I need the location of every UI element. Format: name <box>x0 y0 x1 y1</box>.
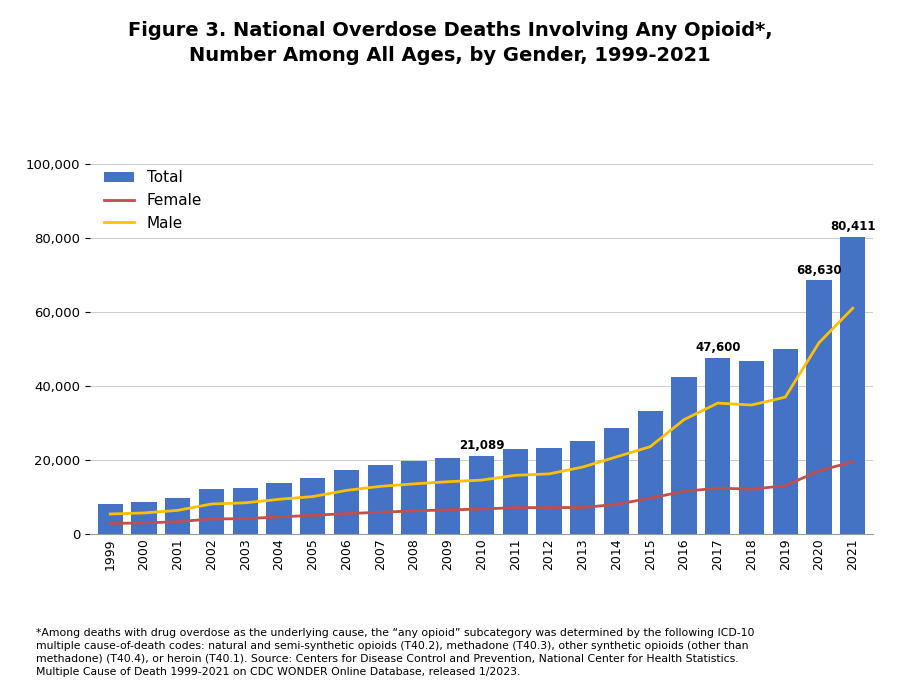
Bar <box>300 478 326 534</box>
Female <box>173 518 184 526</box>
Bar <box>570 441 596 534</box>
Male <box>848 304 859 313</box>
Male <box>274 495 284 503</box>
Bar <box>97 504 123 534</box>
Male <box>814 339 824 347</box>
Female <box>679 487 689 495</box>
Text: 68,630: 68,630 <box>796 264 842 277</box>
Text: Figure 3. National Overdose Deaths Involving Any Opioid*,
Number Among All Ages,: Figure 3. National Overdose Deaths Invol… <box>128 21 772 64</box>
Female <box>274 513 284 521</box>
Female <box>341 510 352 518</box>
Female <box>814 466 824 475</box>
Female <box>578 503 589 512</box>
Female <box>206 515 217 523</box>
Bar <box>637 411 663 534</box>
Bar <box>502 449 528 534</box>
Male <box>611 453 622 461</box>
Male <box>307 492 319 501</box>
Female <box>443 505 453 514</box>
Female <box>713 484 724 492</box>
Male <box>779 393 791 402</box>
Female <box>779 482 791 490</box>
Bar <box>840 237 866 534</box>
Female <box>139 519 149 527</box>
Female <box>104 519 115 527</box>
Bar <box>367 465 393 534</box>
Bar <box>671 378 697 534</box>
Bar <box>131 503 157 534</box>
Bar <box>772 350 798 534</box>
Text: 47,600: 47,600 <box>695 341 741 354</box>
Bar <box>334 471 359 534</box>
Bar <box>435 458 461 534</box>
Bar <box>232 488 258 534</box>
Male <box>476 476 487 484</box>
Line: Female: Female <box>110 462 853 523</box>
Male <box>409 479 419 488</box>
Female <box>746 485 757 493</box>
Bar <box>199 490 224 534</box>
Male <box>544 470 554 478</box>
Legend: Total, Female, Male: Total, Female, Male <box>98 164 208 237</box>
Female <box>239 514 250 523</box>
Female <box>374 508 385 516</box>
Bar <box>266 483 292 534</box>
Male <box>341 486 352 495</box>
Bar <box>604 428 629 534</box>
Female <box>848 458 859 466</box>
Male <box>239 499 250 507</box>
Male <box>139 509 149 517</box>
Female <box>544 503 554 512</box>
Bar <box>165 499 191 534</box>
Female <box>509 503 520 512</box>
Male <box>104 510 115 518</box>
Text: 21,089: 21,089 <box>459 439 504 452</box>
Bar <box>469 456 494 534</box>
Male <box>374 482 385 490</box>
Female <box>307 511 319 519</box>
Text: *Among deaths with drug overdose as the underlying cause, the “any opioid” subca: *Among deaths with drug overdose as the … <box>36 627 754 677</box>
Bar <box>806 280 832 534</box>
Male <box>578 463 589 471</box>
Bar <box>536 448 562 534</box>
Female <box>409 507 419 515</box>
Female <box>611 500 622 508</box>
Bar <box>739 360 764 534</box>
Male <box>173 506 184 514</box>
Female <box>644 494 655 502</box>
Male <box>713 399 724 407</box>
Female <box>476 505 487 513</box>
Line: Male: Male <box>110 308 853 514</box>
Bar <box>401 461 427 534</box>
Male <box>443 477 453 486</box>
Male <box>679 416 689 424</box>
Male <box>509 471 520 479</box>
Male <box>206 500 217 508</box>
Bar <box>705 358 731 534</box>
Male <box>644 443 655 451</box>
Text: 80,411: 80,411 <box>830 220 876 233</box>
Male <box>746 401 757 409</box>
